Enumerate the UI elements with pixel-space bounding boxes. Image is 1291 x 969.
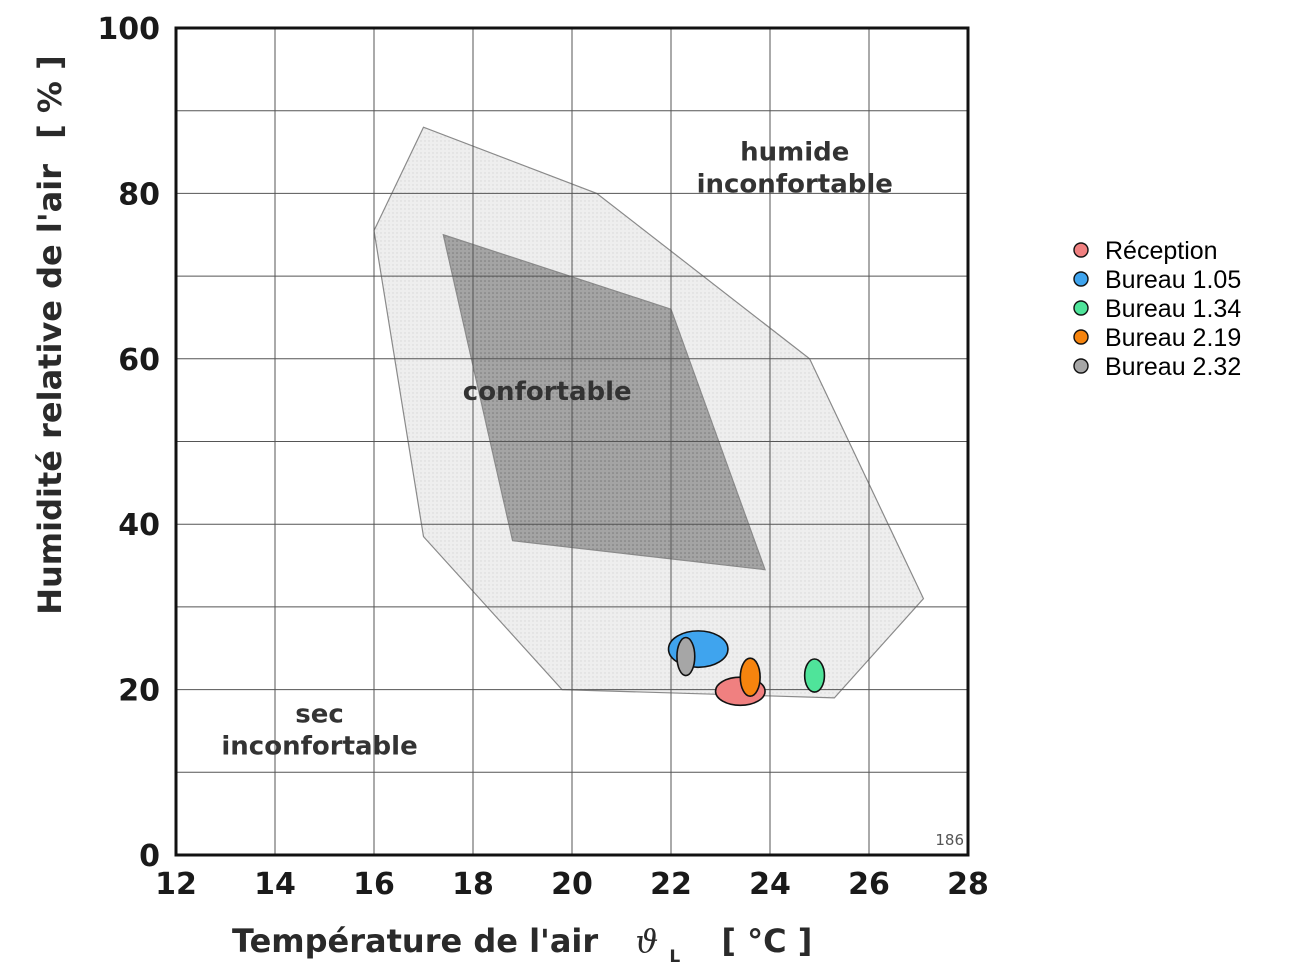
y-tick-label: 100 — [97, 12, 160, 47]
legend-marker — [1074, 301, 1088, 315]
y-tick-label: 60 — [118, 343, 160, 378]
x-tick-label: 16 — [353, 867, 395, 902]
zones-layer — [374, 127, 923, 698]
y-axis-unit: [ % ] — [31, 55, 69, 139]
y-tick-label: 80 — [118, 177, 160, 212]
legend-label: Bureau 2.32 — [1105, 353, 1241, 381]
y-axis-title: Humidité relative de l'air [ % ] — [31, 55, 69, 615]
zone-label-2: sec inconfortable — [221, 700, 417, 762]
data-point-bureau-1-34 — [805, 659, 825, 692]
figure-reference-number: 186 — [935, 831, 964, 849]
y-tick-label: 40 — [118, 508, 160, 543]
x-tick-label: 26 — [848, 867, 890, 902]
x-axis-unit: [ °C ] — [721, 922, 812, 960]
x-tick-label: 12 — [155, 867, 197, 902]
zone-label-0: humide inconfortable — [697, 137, 893, 199]
legend-label: Bureau 1.05 — [1105, 266, 1241, 294]
x-tick-label: 14 — [254, 867, 296, 902]
x-tick-label: 28 — [947, 867, 989, 902]
x-tick-label: 18 — [452, 867, 494, 902]
y-axis-title-text: Humidité relative de l'air — [31, 164, 69, 615]
zone-label-line: confortable — [463, 377, 632, 407]
legend-marker — [1074, 359, 1088, 373]
legend-label: Réception — [1105, 237, 1218, 265]
zone-label-line: inconfortable — [697, 169, 893, 199]
legend-marker — [1074, 330, 1088, 344]
legend-marker — [1074, 272, 1088, 286]
x-tick-label: 24 — [749, 867, 791, 902]
x-axis-symbol: ϑ — [635, 922, 658, 960]
x-axis-symbol-subscript: L — [669, 947, 680, 967]
zone-label-line: inconfortable — [221, 732, 417, 762]
legend-label: Bureau 2.19 — [1105, 324, 1241, 352]
legend-label: Bureau 1.34 — [1105, 295, 1241, 323]
x-axis-title: Température de l'air ϑ L [ °C ] — [232, 922, 812, 969]
x-tick-label: 22 — [650, 867, 692, 902]
x-tick-label: 20 — [551, 867, 593, 902]
data-point-bureau-2-19 — [740, 658, 760, 696]
zone-label-1: confortable — [463, 377, 632, 407]
zone-label-line: humide — [740, 137, 849, 167]
y-tick-label: 0 — [139, 839, 160, 874]
x-axis-title-text: Température de l'air — [232, 922, 598, 960]
y-tick-label: 20 — [118, 674, 160, 709]
data-point-bureau-2-32 — [677, 637, 695, 675]
zone-label-line: sec — [295, 700, 344, 730]
legend-marker — [1074, 243, 1088, 257]
